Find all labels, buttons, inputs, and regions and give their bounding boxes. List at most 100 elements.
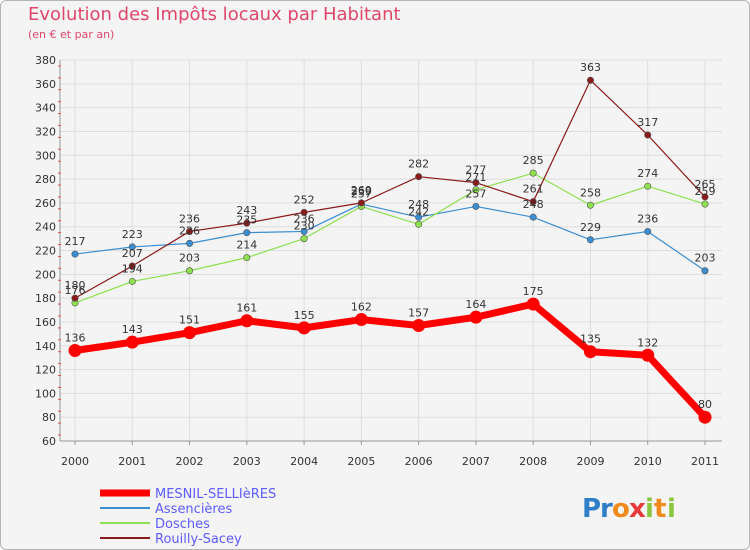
x-tick-label: 2006 [405, 455, 433, 468]
data-point [300, 208, 308, 216]
y-tick-label: 220 [35, 245, 56, 258]
data-label: 236 [179, 212, 200, 225]
legend-label: Dosches [155, 517, 210, 532]
data-point [701, 267, 709, 275]
data-label: 80 [698, 398, 712, 411]
data-label: 243 [236, 204, 257, 217]
data-label: 217 [65, 235, 86, 248]
logo-letter: x [629, 494, 646, 524]
y-tick-label: 260 [35, 197, 56, 210]
data-label: 162 [351, 301, 372, 314]
x-tick-label: 2010 [634, 455, 662, 468]
data-point [472, 179, 480, 187]
chart-title: Evolution des Impôts locaux par Habitant [28, 4, 401, 25]
chart-subtitle: (en € et par an) [28, 28, 115, 41]
data-point [186, 227, 194, 235]
y-tick-label: 180 [35, 292, 56, 305]
data-point [243, 229, 251, 237]
data-label: 271 [465, 171, 486, 184]
data-label: 235 [236, 214, 257, 227]
data-label: 157 [408, 307, 429, 320]
data-label: 230 [294, 220, 315, 233]
y-tick-label: 380 [35, 54, 56, 67]
gridlines [60, 59, 722, 442]
data-label: 259 [351, 185, 372, 198]
y-tick-label: 300 [35, 149, 56, 162]
data-point [186, 239, 194, 247]
data-point [415, 220, 423, 228]
data-label: 229 [580, 221, 601, 234]
x-tick-label: 2004 [290, 455, 318, 468]
data-point [644, 131, 652, 139]
data-point [183, 326, 197, 340]
data-point [128, 262, 136, 270]
data-point [644, 227, 652, 235]
data-point [128, 243, 136, 251]
y-tick-label: 100 [35, 387, 56, 400]
y-tick-label: 140 [35, 340, 56, 353]
data-point [357, 199, 365, 207]
data-point [186, 267, 194, 275]
data-label: 260 [351, 184, 372, 197]
legend-label: Assencières [155, 502, 232, 517]
y-tick-label: 200 [35, 268, 56, 281]
data-label: 236 [637, 212, 658, 225]
y-tick-label: 60 [42, 435, 56, 448]
data-label: 203 [695, 252, 716, 265]
data-label: 207 [122, 247, 143, 260]
data-label: 164 [465, 298, 486, 311]
data-label: 242 [408, 205, 429, 218]
data-label: 363 [580, 61, 601, 74]
data-label: 282 [408, 158, 429, 171]
data-point [586, 236, 594, 244]
data-label: 248 [523, 198, 544, 211]
data-point [243, 254, 251, 262]
data-label: 155 [294, 309, 315, 322]
y-tick-label: 80 [42, 411, 56, 424]
data-point [526, 297, 540, 311]
data-point [243, 219, 251, 227]
y-tick-label: 320 [35, 125, 56, 138]
x-tick-label: 2005 [347, 455, 375, 468]
data-point [472, 202, 480, 210]
data-point [701, 200, 709, 208]
data-label: 226 [179, 224, 200, 237]
series-line [74, 79, 706, 299]
legend-label: Rouilly-Sacey [155, 532, 242, 547]
x-tick-label: 2003 [233, 455, 261, 468]
series-line [74, 203, 706, 272]
y-tick-label: 280 [35, 173, 56, 186]
data-point [297, 321, 311, 335]
y-tick-label: 120 [35, 364, 56, 377]
y-tick-label: 340 [35, 102, 56, 115]
data-point [586, 76, 594, 84]
data-label: 236 [294, 212, 315, 225]
y-tick-label: 360 [35, 78, 56, 91]
data-label: 203 [179, 252, 200, 265]
axes: 60 80 100 120 140 160 180 200 220 240 260 280 300 320… [35, 54, 722, 468]
data-point [300, 235, 308, 243]
logo-letter: P [582, 494, 601, 524]
data-point [529, 169, 537, 177]
logo-letter: o [612, 494, 630, 524]
data-point [128, 277, 136, 285]
data-point [240, 314, 254, 328]
data-label: 136 [65, 332, 86, 345]
x-tick-label: 2007 [462, 455, 490, 468]
data-point [354, 313, 368, 327]
data-label: 259 [695, 185, 716, 198]
data-point [71, 250, 79, 258]
data-point [583, 345, 597, 359]
data-label: 258 [580, 186, 601, 199]
data-point [472, 186, 480, 194]
logo-letter: t [654, 494, 666, 524]
x-tick-label: 2011 [691, 455, 719, 468]
logo-letter: r [600, 494, 613, 524]
data-label: 176 [65, 284, 86, 297]
data-point [641, 348, 655, 362]
data-point [300, 227, 308, 235]
y-tick-label: 240 [35, 221, 56, 234]
logo-letter: i [645, 494, 654, 524]
